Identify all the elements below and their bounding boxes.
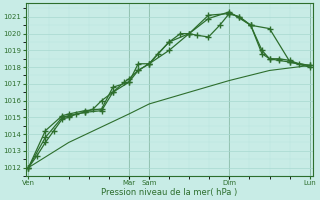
X-axis label: Pression niveau de la mer( hPa ): Pression niveau de la mer( hPa ) <box>101 188 237 197</box>
